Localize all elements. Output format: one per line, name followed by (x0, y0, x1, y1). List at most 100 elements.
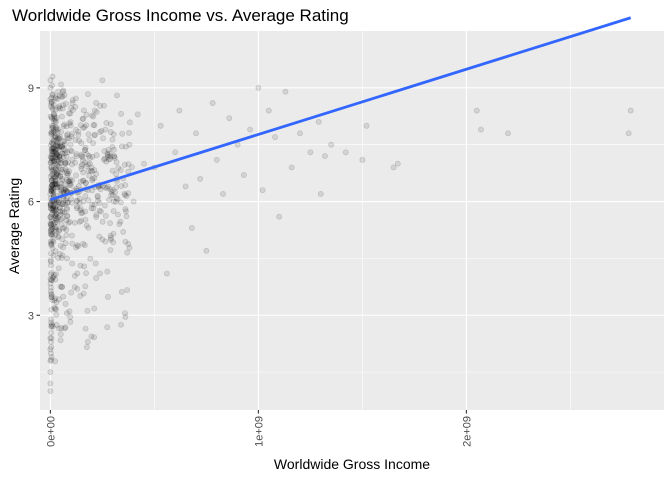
data-point (82, 147, 88, 153)
data-point (54, 162, 61, 169)
data-point (85, 161, 92, 168)
data-point (52, 215, 59, 222)
data-point (50, 274, 57, 280)
data-point (54, 234, 61, 241)
data-point (56, 92, 63, 99)
data-point (342, 149, 349, 156)
data-point (272, 134, 278, 141)
data-point (125, 240, 132, 247)
data-point (52, 180, 59, 187)
data-point (91, 175, 98, 182)
data-point (47, 227, 54, 234)
data-point (59, 201, 66, 208)
data-point (109, 144, 116, 150)
data-point (56, 103, 63, 110)
data-point (47, 238, 54, 245)
data-point (53, 210, 60, 217)
data-point (48, 148, 55, 154)
data-point (52, 295, 59, 302)
data-point (73, 244, 79, 251)
data-point (505, 130, 511, 137)
data-point (62, 197, 69, 204)
data-point (51, 224, 58, 230)
data-point (50, 101, 57, 108)
data-point (182, 183, 189, 190)
data-point (48, 277, 55, 284)
data-point (69, 232, 75, 239)
data-point (83, 151, 90, 158)
data-point (79, 161, 86, 168)
data-point (68, 161, 75, 168)
data-point (107, 247, 114, 253)
data-point (49, 123, 56, 130)
data-point (50, 188, 57, 195)
data-point (52, 95, 59, 102)
data-point (53, 206, 60, 213)
data-point (49, 136, 56, 142)
data-point (91, 107, 98, 114)
data-point (48, 187, 55, 194)
data-point (103, 158, 110, 165)
data-point (90, 140, 97, 147)
data-point (69, 199, 76, 206)
data-point (109, 136, 116, 143)
data-point (62, 160, 69, 167)
data-point (48, 322, 55, 329)
data-point (53, 271, 59, 278)
data-point (60, 146, 67, 153)
data-point (59, 215, 66, 222)
data-point (63, 153, 70, 160)
data-point (53, 151, 60, 158)
data-point (107, 129, 114, 135)
data-point (99, 77, 106, 84)
data-point (108, 188, 115, 195)
data-point (103, 119, 110, 126)
data-point (68, 133, 75, 140)
data-point (115, 165, 122, 171)
data-point (74, 197, 81, 204)
data-point (49, 140, 56, 147)
data-point (93, 100, 100, 106)
data-point (49, 151, 56, 158)
data-point (50, 205, 57, 212)
data-point (53, 218, 60, 225)
data-point (47, 205, 54, 212)
data-point (73, 197, 80, 204)
data-point (68, 105, 75, 111)
data-point (49, 225, 56, 232)
data-point (49, 210, 56, 217)
data-point (49, 104, 56, 111)
data-point (58, 180, 65, 187)
data-point (102, 126, 109, 133)
data-point (52, 126, 59, 133)
data-point (54, 140, 61, 147)
data-point (63, 132, 70, 139)
data-point (71, 219, 78, 226)
data-point (288, 164, 295, 171)
data-point (89, 201, 96, 208)
data-point (121, 161, 128, 168)
data-point (69, 97, 76, 104)
data-point (56, 156, 63, 163)
data-point (62, 150, 68, 157)
data-point (265, 107, 272, 114)
data-point (83, 222, 90, 229)
data-point (47, 335, 54, 341)
data-point (50, 206, 56, 212)
data-point (105, 197, 112, 203)
data-point (47, 200, 54, 207)
data-point (68, 148, 75, 155)
data-point (107, 153, 114, 160)
data-point (47, 159, 54, 166)
data-point (85, 224, 92, 231)
data-point (77, 205, 84, 212)
data-point (50, 141, 57, 147)
data-point (363, 122, 370, 129)
data-point (51, 177, 58, 183)
data-point (91, 201, 98, 208)
data-point (47, 350, 54, 357)
data-point (57, 143, 64, 150)
data-point (55, 233, 62, 240)
data-point (53, 163, 60, 169)
data-point (48, 182, 55, 189)
